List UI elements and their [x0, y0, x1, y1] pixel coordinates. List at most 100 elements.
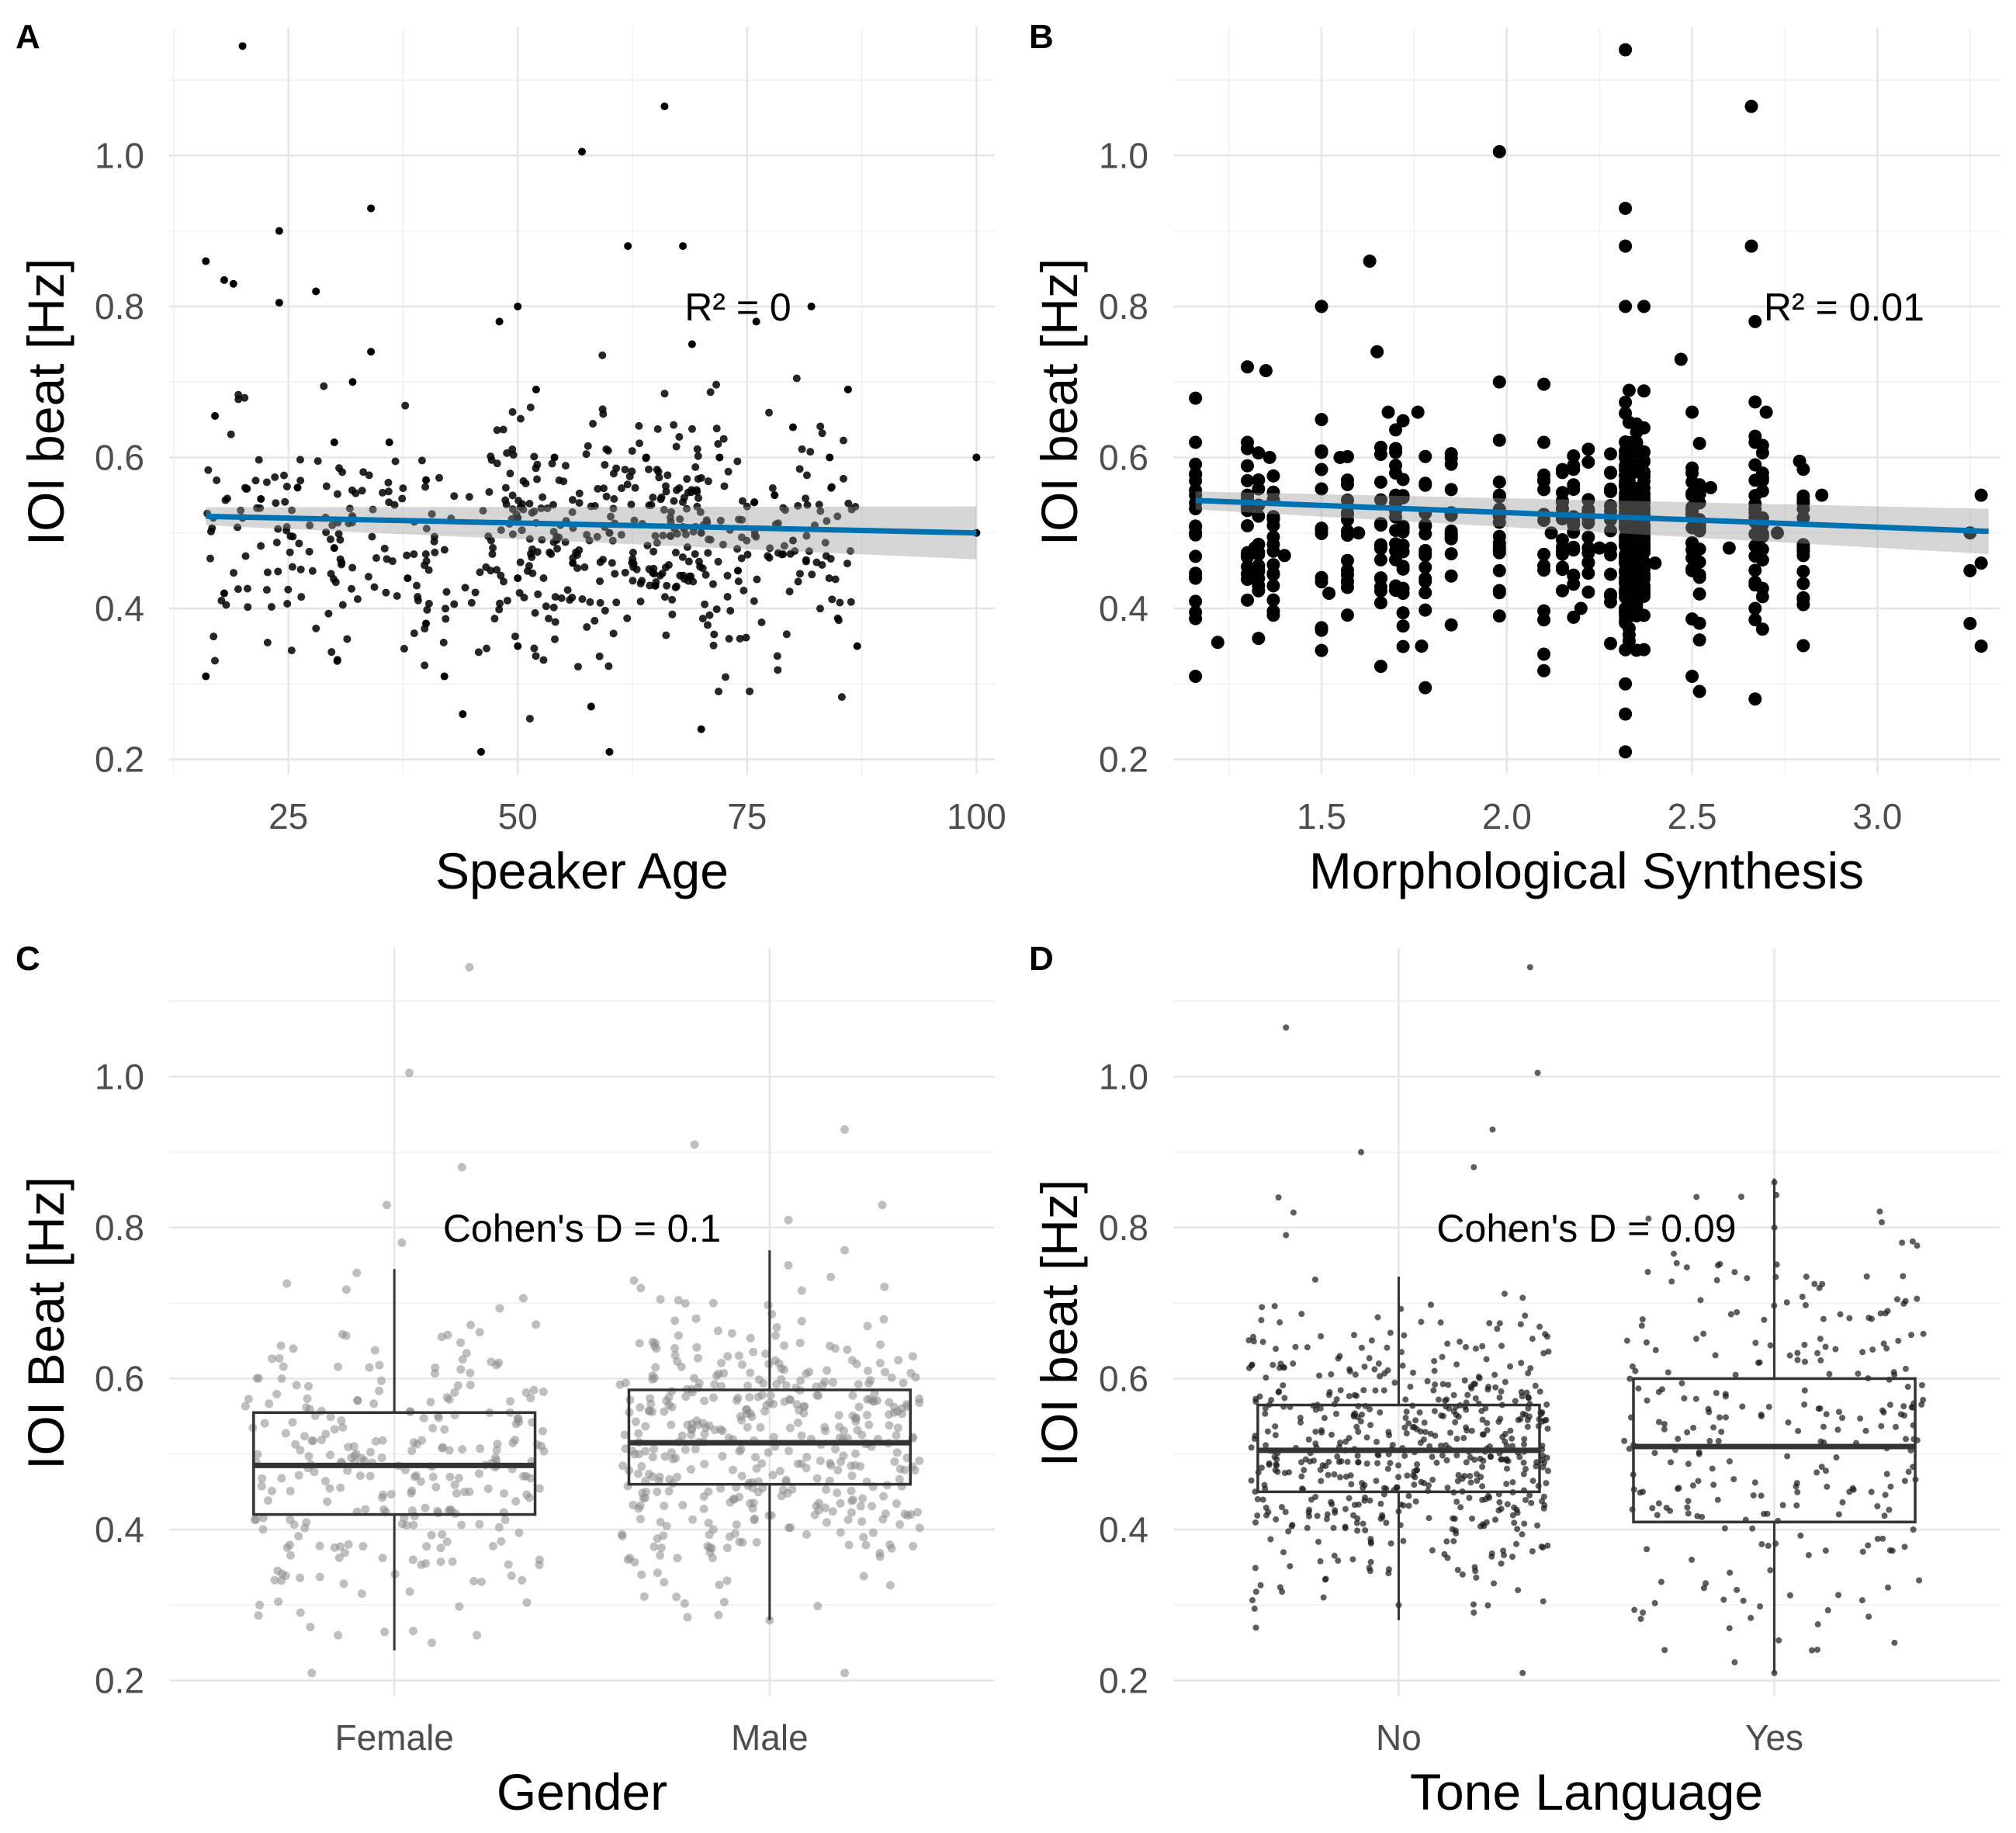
data-point: [1863, 1273, 1870, 1280]
data-point: [495, 1304, 504, 1313]
data-point: [885, 1398, 894, 1407]
data-point: [1438, 1412, 1445, 1419]
data-point: [1536, 1388, 1543, 1395]
data-point: [1886, 1402, 1893, 1409]
data-point: [783, 1488, 792, 1498]
data-point: [568, 593, 577, 601]
data-point: [471, 588, 480, 597]
data-point: [797, 1431, 806, 1440]
data-point: [853, 642, 861, 650]
data-point: [1413, 1426, 1420, 1433]
panel-label: D: [1029, 940, 1054, 978]
data-point: [1857, 1415, 1864, 1422]
x-axis-title: Tone Language: [1410, 1763, 1763, 1821]
data-point: [816, 507, 825, 515]
data-point: [806, 448, 815, 456]
data-point: [1675, 1436, 1682, 1443]
data-point: [434, 1509, 443, 1518]
data-point: [606, 512, 615, 521]
x-axis-title: Gender: [497, 1763, 667, 1821]
data-point: [621, 1378, 630, 1388]
data-point: [1283, 1024, 1290, 1031]
data-point: [1280, 1382, 1287, 1389]
data-point: [1509, 1435, 1515, 1442]
data-point: [1259, 1339, 1266, 1346]
data-point: [1241, 518, 1255, 532]
data-point: [380, 544, 389, 553]
data-point: [1418, 449, 1432, 463]
data-point: [353, 595, 362, 604]
y-tick-label: 0.2: [1099, 740, 1148, 780]
data-point: [816, 422, 825, 431]
data-point: [417, 456, 426, 465]
data-point: [691, 1444, 700, 1454]
data-point: [365, 1471, 375, 1481]
data-point: [330, 575, 338, 584]
data-point: [1288, 1523, 1295, 1530]
data-point: [1421, 1419, 1428, 1426]
data-point: [1389, 442, 1403, 456]
data-point: [206, 554, 214, 563]
data-point: [1444, 483, 1458, 497]
data-point: [700, 1460, 709, 1469]
data-point: [815, 501, 823, 509]
data-point: [220, 275, 228, 284]
data-point: [734, 577, 743, 586]
data-point: [1635, 1385, 1642, 1392]
data-point: [704, 477, 712, 486]
data-point: [660, 1407, 669, 1416]
data-point: [1731, 1269, 1738, 1276]
data-point: [336, 535, 345, 544]
data-point: [1684, 1504, 1691, 1511]
data-point: [378, 1436, 387, 1445]
data-point: [1503, 1481, 1510, 1488]
data-point: [1826, 1370, 1833, 1377]
data-point: [689, 1374, 698, 1383]
data-point: [814, 1506, 823, 1515]
data-point: [706, 388, 715, 397]
data-point: [892, 1431, 901, 1440]
data-point: [1801, 1401, 1808, 1408]
data-point: [251, 1515, 261, 1524]
data-point: [1685, 670, 1699, 684]
data-point: [458, 1445, 467, 1454]
data-point: [1312, 1406, 1319, 1413]
data-point: [1865, 1315, 1872, 1322]
y-axis-title: IOI Beat [Hz]: [17, 1176, 74, 1470]
data-point: [1492, 586, 1506, 600]
data-point: [718, 1451, 727, 1461]
panel-label: C: [16, 940, 40, 978]
data-point: [1537, 377, 1551, 391]
data-point: [1525, 1405, 1532, 1412]
data-point: [1544, 1425, 1551, 1432]
data-point: [1384, 1465, 1391, 1472]
data-point: [1403, 1430, 1410, 1437]
data-point: [624, 242, 632, 251]
data-point: [532, 464, 540, 473]
data-point: [1523, 1389, 1530, 1396]
data-point: [1555, 486, 1569, 500]
data-point: [895, 1519, 905, 1529]
data-point: [641, 1447, 650, 1456]
data-point: [1478, 1408, 1485, 1415]
data-point: [794, 577, 802, 586]
data-point: [671, 583, 680, 591]
data-point: [367, 204, 376, 213]
data-point: [1734, 1586, 1741, 1593]
data-point: [1262, 1405, 1269, 1412]
data-point: [1266, 558, 1280, 572]
data-point: [1258, 1317, 1265, 1324]
data-point: [1447, 1429, 1454, 1436]
x-tick-label: 2.0: [1482, 796, 1532, 837]
y-tick-label: 0.4: [95, 1509, 144, 1550]
data-point: [1383, 1519, 1390, 1526]
y-tick-label: 1.0: [1099, 135, 1148, 175]
data-point: [835, 1433, 844, 1443]
data-point: [1454, 1567, 1461, 1574]
data-point: [1396, 539, 1410, 553]
data-point: [732, 1520, 741, 1530]
data-point: [1420, 1436, 1427, 1443]
data-point: [514, 302, 522, 310]
data-point: [1267, 1536, 1274, 1543]
data-point: [584, 442, 592, 450]
